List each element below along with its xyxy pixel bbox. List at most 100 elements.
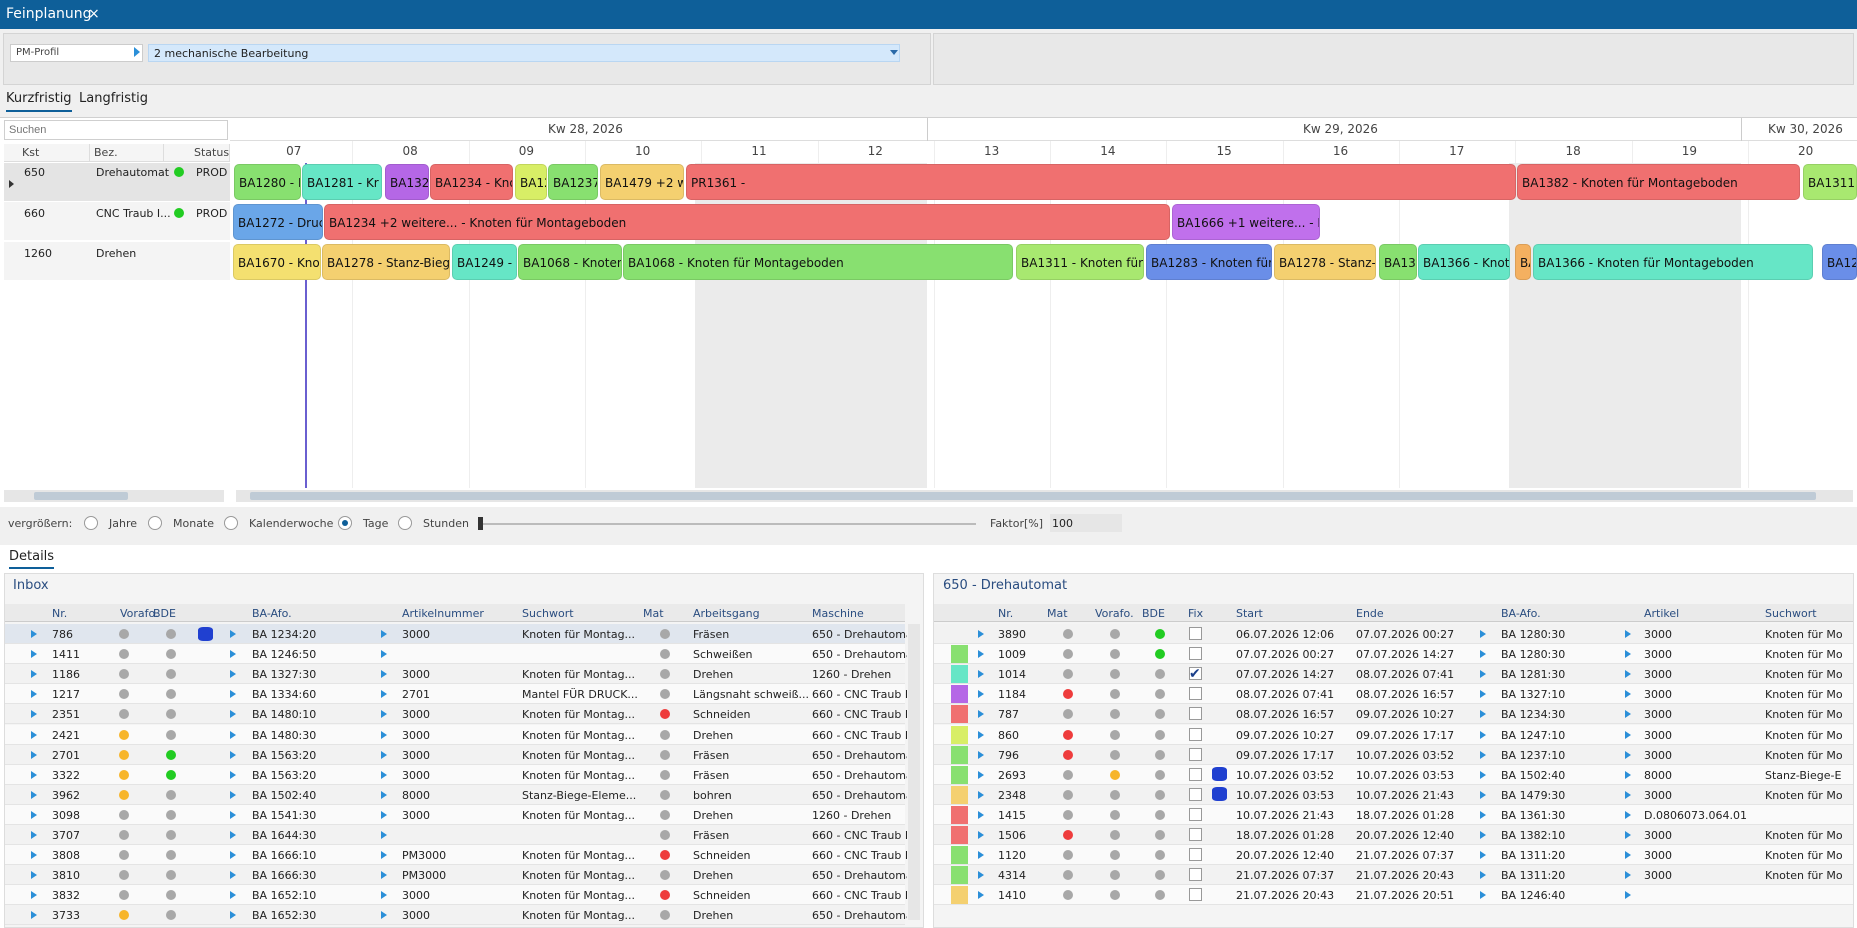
gantt-bar[interactable]: BA1237 - xyxy=(548,164,598,200)
row-expand-icon[interactable] xyxy=(31,911,37,920)
table-row[interactable] xyxy=(5,724,905,745)
row-expand-icon[interactable] xyxy=(31,650,37,659)
row-expand-icon[interactable] xyxy=(31,810,37,819)
row-expand-icon[interactable] xyxy=(31,630,37,638)
fix-checkbox[interactable] xyxy=(1189,787,1202,801)
gantt-bar[interactable]: BA1234 - Knote xyxy=(430,164,513,200)
row-expand-icon[interactable] xyxy=(978,730,984,739)
table-row[interactable] xyxy=(934,624,1853,644)
resource-row[interactable] xyxy=(4,242,230,280)
search-input[interactable] xyxy=(4,120,228,140)
ba-link-icon[interactable] xyxy=(230,770,236,779)
document-tab-title[interactable]: Feinplanung xyxy=(6,6,92,22)
tab-kurzfristig[interactable]: Kurzfristig xyxy=(6,91,72,112)
fix-checkbox[interactable] xyxy=(1189,868,1202,882)
ba-link-icon[interactable] xyxy=(1480,851,1486,860)
gantt-bar[interactable]: BA1382 - Knoten für Montageboden xyxy=(1517,164,1800,200)
radio-kalenderwoche[interactable] xyxy=(224,516,238,530)
row-expand-icon[interactable] xyxy=(978,790,984,799)
machine-col-header[interactable]: Fix xyxy=(1188,607,1204,620)
ba-link-icon[interactable] xyxy=(1480,831,1486,839)
table-row[interactable] xyxy=(5,744,905,765)
machine-col-header[interactable]: Nr. xyxy=(998,607,1014,620)
table-row[interactable] xyxy=(934,644,1853,665)
table-row[interactable] xyxy=(5,624,905,644)
ba-link-icon[interactable] xyxy=(230,810,236,819)
artikel-link-icon[interactable] xyxy=(381,911,387,920)
table-row[interactable] xyxy=(5,804,905,825)
ba-link-icon[interactable] xyxy=(1480,770,1486,779)
row-expand-icon[interactable] xyxy=(31,690,37,699)
scroll-thumb[interactable] xyxy=(34,492,128,500)
table-row[interactable] xyxy=(5,664,905,685)
fix-checkbox[interactable] xyxy=(1189,687,1202,701)
machine-col-header[interactable]: Ende xyxy=(1356,607,1384,620)
artikel-link-icon[interactable] xyxy=(381,790,387,799)
fix-checkbox[interactable] xyxy=(1189,747,1202,761)
fix-checkbox[interactable] xyxy=(1189,807,1202,821)
gantt-bar[interactable]: BA1479 +2 w xyxy=(600,164,684,200)
factor-input[interactable]: 100 xyxy=(1050,514,1122,532)
row-expand-icon[interactable] xyxy=(31,710,37,719)
gantt-bar[interactable]: BA xyxy=(1515,244,1531,280)
gantt-bar[interactable]: BA1249 - Pl xyxy=(452,244,517,280)
gantt-bar[interactable]: BA1281 - Kr xyxy=(302,164,382,200)
col-bez[interactable]: Bez. xyxy=(92,144,164,162)
table-row[interactable] xyxy=(934,825,1853,845)
ba-link-icon[interactable] xyxy=(1480,750,1486,759)
artikel-link-icon[interactable] xyxy=(1625,891,1631,900)
ba-link-icon[interactable] xyxy=(1480,790,1486,799)
machine-col-header[interactable]: Start xyxy=(1236,607,1263,620)
fix-checkbox[interactable] xyxy=(1189,888,1202,902)
artikel-link-icon[interactable] xyxy=(381,831,387,839)
artikel-link-icon[interactable] xyxy=(1625,770,1631,779)
row-expand-icon[interactable] xyxy=(978,630,984,638)
fix-checkbox[interactable] xyxy=(1189,627,1202,640)
row-expand-icon[interactable] xyxy=(31,891,37,900)
row-expand-icon[interactable] xyxy=(978,710,984,719)
row-expand-icon[interactable] xyxy=(31,831,37,839)
gantt-bar[interactable]: BA1278 - Stanz-Biege-El xyxy=(322,244,450,280)
inbox-col-header[interactable]: Suchwort xyxy=(522,607,574,620)
inbox-col-header[interactable]: Mat xyxy=(643,607,664,620)
ba-link-icon[interactable] xyxy=(1480,871,1486,880)
ba-link-icon[interactable] xyxy=(230,730,236,739)
row-expand-icon[interactable] xyxy=(31,770,37,779)
fix-checkbox[interactable] xyxy=(1189,647,1202,661)
table-row[interactable] xyxy=(5,704,905,725)
artikel-link-icon[interactable] xyxy=(1625,871,1631,880)
table-row[interactable] xyxy=(934,684,1853,705)
gantt-bar[interactable]: BA1366 - Knoten f xyxy=(1418,244,1510,280)
inbox-col-header[interactable]: BDE xyxy=(153,607,176,620)
close-tab-icon[interactable]: × xyxy=(88,6,100,22)
zoom-slider-handle[interactable] xyxy=(478,517,483,530)
artikel-link-icon[interactable] xyxy=(1625,810,1631,819)
row-expand-icon[interactable] xyxy=(978,750,984,759)
inbox-col-header[interactable]: Nr. xyxy=(52,607,68,620)
ba-link-icon[interactable] xyxy=(230,710,236,719)
table-row[interactable] xyxy=(934,885,1853,906)
artikel-link-icon[interactable] xyxy=(381,730,387,739)
table-row[interactable] xyxy=(5,825,905,845)
artikel-link-icon[interactable] xyxy=(1625,670,1631,679)
artikel-link-icon[interactable] xyxy=(381,891,387,900)
gantt-bar[interactable]: BA1283 - Knoten für Mc xyxy=(1146,244,1272,280)
inbox-col-header[interactable]: Artikelnummer xyxy=(402,607,484,620)
radio-monate[interactable] xyxy=(148,516,162,530)
pm-profile-arrow-icon[interactable] xyxy=(134,47,140,57)
row-expand-icon[interactable] xyxy=(31,790,37,799)
pm-profile-select[interactable]: 2 mechanische Bearbeitung xyxy=(148,44,900,62)
timeline-scrollbar[interactable] xyxy=(236,490,1853,502)
ba-link-icon[interactable] xyxy=(230,891,236,900)
scroll-thumb[interactable] xyxy=(250,492,1816,500)
artikel-link-icon[interactable] xyxy=(381,851,387,860)
ba-link-icon[interactable] xyxy=(230,690,236,699)
row-expand-icon[interactable] xyxy=(978,690,984,699)
table-row[interactable] xyxy=(934,724,1853,745)
gantt-bar[interactable]: BA123 xyxy=(1822,244,1857,280)
radio-tage[interactable] xyxy=(338,516,352,530)
inbox-col-header[interactable]: Vorafo. xyxy=(120,607,159,620)
inbox-col-header[interactable]: Arbeitsgang xyxy=(693,607,760,620)
table-row[interactable] xyxy=(5,865,905,886)
